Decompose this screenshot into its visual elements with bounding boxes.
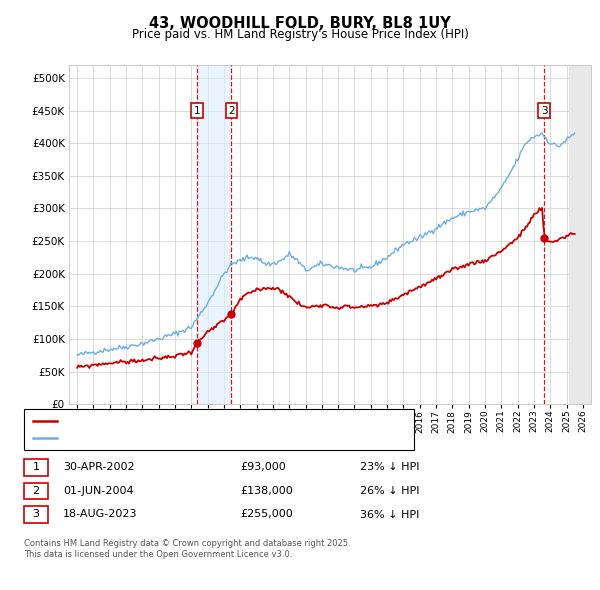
Text: 1: 1 xyxy=(32,463,40,472)
Text: 23% ↓ HPI: 23% ↓ HPI xyxy=(360,463,419,472)
Text: 3: 3 xyxy=(541,106,547,116)
Text: 3: 3 xyxy=(32,510,40,519)
Text: 26% ↓ HPI: 26% ↓ HPI xyxy=(360,486,419,496)
Text: 36% ↓ HPI: 36% ↓ HPI xyxy=(360,510,419,519)
Text: £138,000: £138,000 xyxy=(240,486,293,496)
Bar xyxy=(569,65,591,404)
Text: 2: 2 xyxy=(228,106,235,116)
Text: HPI: Average price, detached house, Bury: HPI: Average price, detached house, Bury xyxy=(63,433,266,443)
Text: 18-AUG-2023: 18-AUG-2023 xyxy=(63,510,137,519)
Text: Price paid vs. HM Land Registry's House Price Index (HPI): Price paid vs. HM Land Registry's House … xyxy=(131,28,469,41)
Text: £93,000: £93,000 xyxy=(240,463,286,472)
Text: 30-APR-2002: 30-APR-2002 xyxy=(63,463,134,472)
Text: 43, WOODHILL FOLD, BURY, BL8 1UY (detached house): 43, WOODHILL FOLD, BURY, BL8 1UY (detach… xyxy=(63,416,333,426)
Text: £255,000: £255,000 xyxy=(240,510,293,519)
Text: Contains HM Land Registry data © Crown copyright and database right 2025.
This d: Contains HM Land Registry data © Crown c… xyxy=(24,539,350,559)
Text: 1: 1 xyxy=(193,106,200,116)
Text: 43, WOODHILL FOLD, BURY, BL8 1UY: 43, WOODHILL FOLD, BURY, BL8 1UY xyxy=(149,16,451,31)
Bar xyxy=(197,65,232,404)
Text: 2: 2 xyxy=(32,486,40,496)
Text: 01-JUN-2004: 01-JUN-2004 xyxy=(63,486,134,496)
